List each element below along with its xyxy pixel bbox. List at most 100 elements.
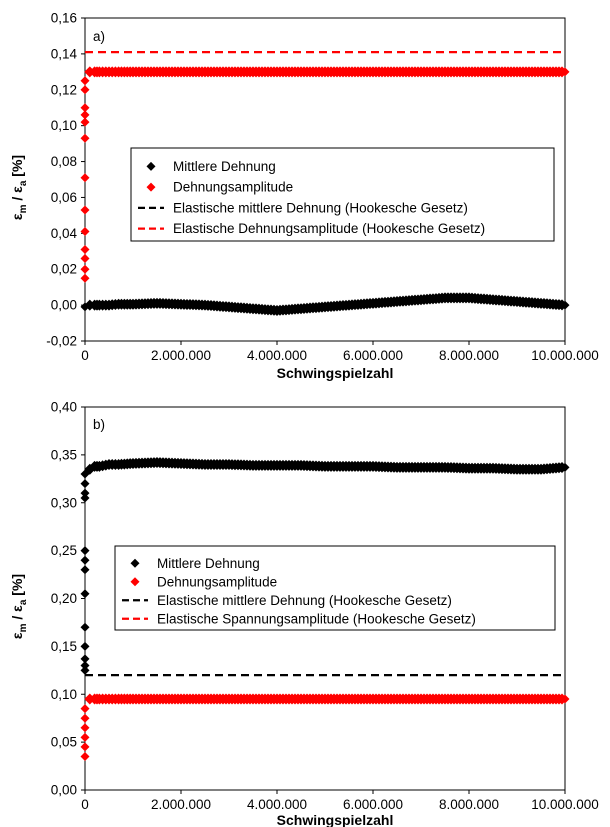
data-point (416, 67, 426, 77)
data-point (488, 694, 498, 704)
y-tick-label: 0,04 (51, 226, 78, 241)
data-point (80, 264, 90, 274)
data-point (536, 67, 546, 77)
data-point (320, 67, 330, 77)
y-tick-label: 0,08 (51, 154, 77, 169)
data-point (94, 67, 104, 77)
legend-label: Elastische Spannungsamplitude (Hookesche… (157, 611, 476, 626)
x-tick-label: 6.000.000 (343, 348, 403, 363)
data-point (90, 461, 100, 471)
y-tick-label: 0,30 (51, 495, 77, 510)
data-point (80, 227, 90, 237)
x-tick-label: 2.000.000 (151, 797, 211, 812)
data-point (85, 67, 95, 77)
y-tick-label: 0,25 (51, 543, 77, 558)
legend-label: Dehnungsamplitude (173, 180, 293, 195)
data-point (80, 273, 90, 283)
data-point (200, 300, 210, 310)
x-tick-label: 0 (81, 348, 89, 363)
data-point (536, 298, 546, 308)
data-point (104, 694, 114, 704)
y-axis-label-part: [%] (9, 155, 25, 181)
y-axis-label-part: m (18, 204, 29, 213)
data-point (80, 665, 90, 675)
data-point (416, 295, 426, 305)
data-point (272, 67, 282, 77)
legend-label: Mittlere Dehnung (157, 556, 260, 571)
x-tick-label: 10.000.000 (531, 348, 599, 363)
y-axis-label-part: m (18, 623, 29, 632)
legend-label: Elastische mittlere Dehnung (Hookesche G… (173, 200, 468, 215)
data-point (344, 461, 354, 471)
data-point (368, 461, 378, 471)
y-axis-label-part: a (18, 599, 29, 605)
data-point (200, 67, 210, 77)
data-point (536, 464, 546, 474)
data-point (272, 694, 282, 704)
x-tick-label: 8.000.000 (439, 348, 499, 363)
data-point (416, 694, 426, 704)
data-point (80, 565, 90, 575)
data-point (94, 694, 104, 704)
data-point (80, 117, 90, 127)
y-tick-label: 0,10 (51, 118, 77, 133)
y-tick-label: 0,00 (51, 298, 77, 313)
x-tick-label: 6.000.000 (343, 797, 403, 812)
y-axis-label: εm / εa [%] (9, 574, 29, 639)
data-point (128, 299, 138, 309)
y-tick-label: 0,00 (51, 783, 77, 798)
data-point (224, 302, 234, 312)
data-point (80, 110, 90, 120)
data-point (224, 459, 234, 469)
data-point (368, 67, 378, 77)
data-point (104, 300, 114, 310)
data-point (80, 493, 90, 503)
y-axis-label-part: ε (9, 632, 25, 639)
y-axis-label-part: ε (9, 186, 25, 193)
data-point (80, 742, 90, 752)
data-point (320, 302, 330, 312)
data-point (200, 459, 210, 469)
data-point (80, 751, 90, 761)
y-tick-label: 0,06 (51, 190, 77, 205)
data-point (440, 67, 450, 77)
data-point (85, 694, 95, 704)
data-point (248, 304, 258, 314)
data-point (488, 67, 498, 77)
data-point (296, 460, 306, 470)
data-point (392, 297, 402, 307)
data-point (80, 85, 90, 95)
panel-label: a) (93, 29, 105, 44)
data-point (80, 479, 90, 489)
data-point (80, 641, 90, 651)
y-axis-label-part: ε (9, 605, 25, 612)
y-axis-label: εm / εa [%] (9, 155, 29, 220)
data-point (320, 461, 330, 471)
panel-label: b) (93, 417, 105, 432)
series-points-1 (80, 694, 570, 761)
data-point (560, 462, 570, 472)
data-point (80, 244, 90, 254)
y-tick-label: 0,20 (51, 591, 77, 606)
data-point (94, 461, 104, 471)
data-point (80, 723, 90, 733)
data-point (80, 488, 90, 498)
data-point (176, 694, 186, 704)
data-point (176, 458, 186, 468)
data-point (80, 546, 90, 556)
data-point (392, 694, 402, 704)
data-point (85, 300, 95, 310)
series-points-1 (80, 67, 570, 283)
data-point (344, 694, 354, 704)
data-point (248, 67, 258, 77)
data-point (512, 67, 522, 77)
data-point (488, 295, 498, 305)
data-point (80, 654, 90, 664)
data-point (296, 67, 306, 77)
y-tick-label: 0,15 (51, 639, 77, 654)
legend-label: Elastische mittlere Dehnung (Hookesche G… (157, 593, 452, 608)
data-point (80, 589, 90, 599)
x-axis-label: Schwingspielzahl (277, 812, 394, 827)
legend: Mittlere Dehnung Dehnungsamplitude Elastis… (130, 147, 555, 242)
